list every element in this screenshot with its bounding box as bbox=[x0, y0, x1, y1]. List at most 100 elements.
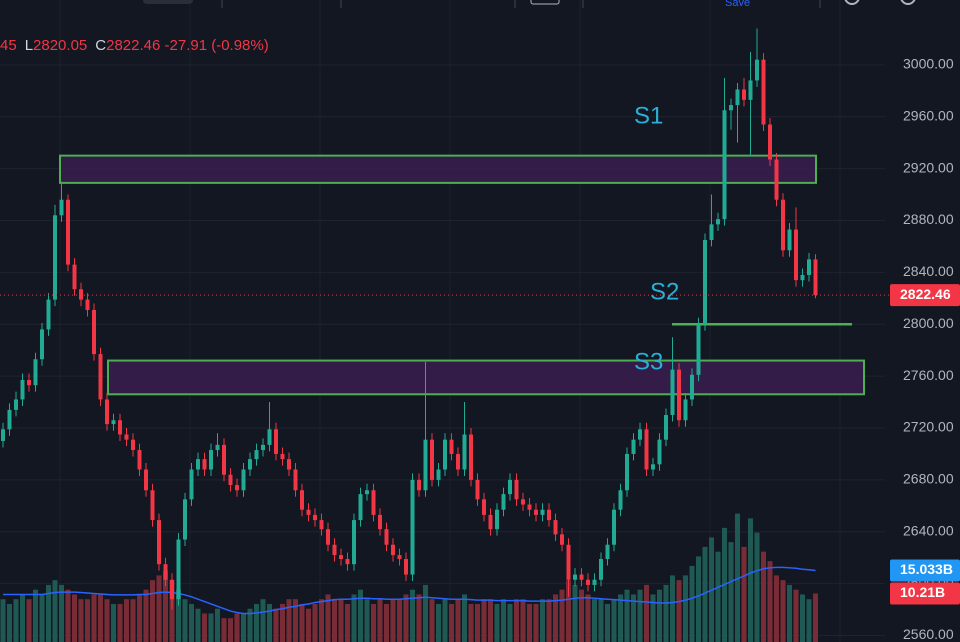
candle-body bbox=[813, 259, 818, 296]
candle-body bbox=[85, 299, 90, 310]
candle-body bbox=[768, 124, 772, 160]
volume-bar bbox=[605, 603, 610, 642]
candle-body bbox=[332, 544, 337, 556]
volume-bar bbox=[33, 589, 38, 642]
candle-body bbox=[566, 544, 571, 580]
annotation: S1 bbox=[634, 102, 663, 129]
zone bbox=[59, 154, 817, 184]
volume-bar bbox=[780, 580, 786, 642]
volume-bar bbox=[150, 580, 155, 642]
volume-bar bbox=[260, 599, 266, 642]
y-tick-label: 3000.00 bbox=[903, 56, 954, 72]
volume-bar bbox=[442, 599, 448, 642]
volume-bar bbox=[488, 599, 493, 642]
candle-body bbox=[625, 453, 629, 491]
candle-body bbox=[456, 453, 460, 470]
y-tick-label: 2960.00 bbox=[903, 107, 954, 123]
candle-body bbox=[27, 380, 31, 386]
y-tick-label: 2680.00 bbox=[903, 471, 954, 487]
volume-bar bbox=[416, 594, 422, 642]
y-tick-label: 2560.00 bbox=[903, 626, 954, 642]
volume-bar bbox=[351, 594, 357, 642]
volume-bar bbox=[234, 613, 240, 642]
candle-body bbox=[696, 324, 701, 375]
volume-bar bbox=[384, 603, 389, 642]
candle-body bbox=[384, 529, 389, 545]
candle-body bbox=[638, 429, 642, 440]
volume-bar bbox=[358, 589, 363, 642]
volume-bar bbox=[696, 556, 701, 642]
volume-bar bbox=[286, 599, 292, 642]
candle-body bbox=[651, 464, 655, 470]
candle-body bbox=[547, 509, 551, 521]
save-button[interactable]: Save bbox=[725, 0, 750, 9]
candle-body bbox=[391, 544, 395, 556]
candle-body bbox=[579, 574, 584, 580]
candle-body bbox=[774, 159, 779, 200]
ohlc-header: 45 L2820.05 C2822.46 -27.91 (-0.98%) bbox=[0, 37, 269, 54]
volume-bar bbox=[533, 603, 539, 642]
candle-body bbox=[514, 479, 519, 500]
volume-bar bbox=[143, 589, 149, 642]
candle-body bbox=[690, 374, 694, 400]
candle-body bbox=[365, 490, 369, 495]
candle-body bbox=[209, 450, 213, 470]
y-tick-label: 2920.00 bbox=[903, 159, 954, 175]
volume-bar bbox=[410, 589, 415, 642]
volume-bar bbox=[650, 594, 656, 642]
candle-body bbox=[612, 509, 616, 545]
candle-body bbox=[742, 89, 746, 100]
y-tick-label: 2800.00 bbox=[903, 315, 954, 331]
volume-bar bbox=[455, 599, 461, 642]
y-tick-label: 2720.00 bbox=[903, 419, 954, 435]
candle-body bbox=[592, 579, 597, 585]
candle-body bbox=[761, 59, 766, 125]
candle-body bbox=[293, 469, 298, 491]
candle-body bbox=[53, 215, 57, 300]
volume-bar bbox=[39, 594, 45, 642]
candle-body bbox=[215, 444, 220, 451]
candle-body bbox=[781, 199, 785, 251]
volume-bar bbox=[624, 589, 630, 642]
volume-bar bbox=[267, 603, 272, 642]
volume-badge-bg bbox=[890, 582, 960, 605]
volume-bar bbox=[403, 594, 409, 642]
candle-body bbox=[573, 574, 577, 580]
volume-bar bbox=[735, 513, 740, 642]
candle-body bbox=[111, 420, 116, 425]
open-fragment: 45 bbox=[0, 37, 17, 54]
volume-bar bbox=[241, 613, 246, 642]
volume-bar bbox=[280, 603, 285, 642]
candle-body bbox=[319, 520, 324, 530]
volume-bar bbox=[553, 594, 558, 642]
volume-bar bbox=[787, 584, 792, 642]
candle-body bbox=[235, 485, 239, 491]
volume-bar bbox=[0, 599, 6, 642]
low-key: L bbox=[24, 37, 34, 54]
candle-body bbox=[586, 579, 590, 585]
candle-body bbox=[339, 555, 343, 559]
candle-body bbox=[378, 514, 382, 530]
candle-body bbox=[423, 439, 428, 491]
volume-bar bbox=[566, 580, 571, 642]
volume-bar bbox=[306, 608, 311, 642]
toolbar-button bbox=[143, 0, 193, 4]
candle-body bbox=[313, 514, 317, 521]
volume-bar bbox=[540, 599, 545, 642]
candle-body bbox=[371, 490, 376, 515]
volume-bar bbox=[85, 599, 90, 642]
candle-body bbox=[748, 80, 753, 100]
candle-body bbox=[274, 429, 278, 454]
volume-bar bbox=[338, 599, 344, 642]
candle-body bbox=[358, 494, 363, 521]
volume-bar bbox=[481, 599, 487, 642]
volume-bar bbox=[124, 599, 129, 642]
candle-body bbox=[345, 558, 350, 565]
volume-bar bbox=[377, 599, 383, 642]
volume-bar bbox=[156, 575, 162, 642]
candle-body bbox=[59, 199, 64, 216]
candle-body bbox=[202, 459, 207, 470]
volume-bar bbox=[449, 603, 454, 642]
